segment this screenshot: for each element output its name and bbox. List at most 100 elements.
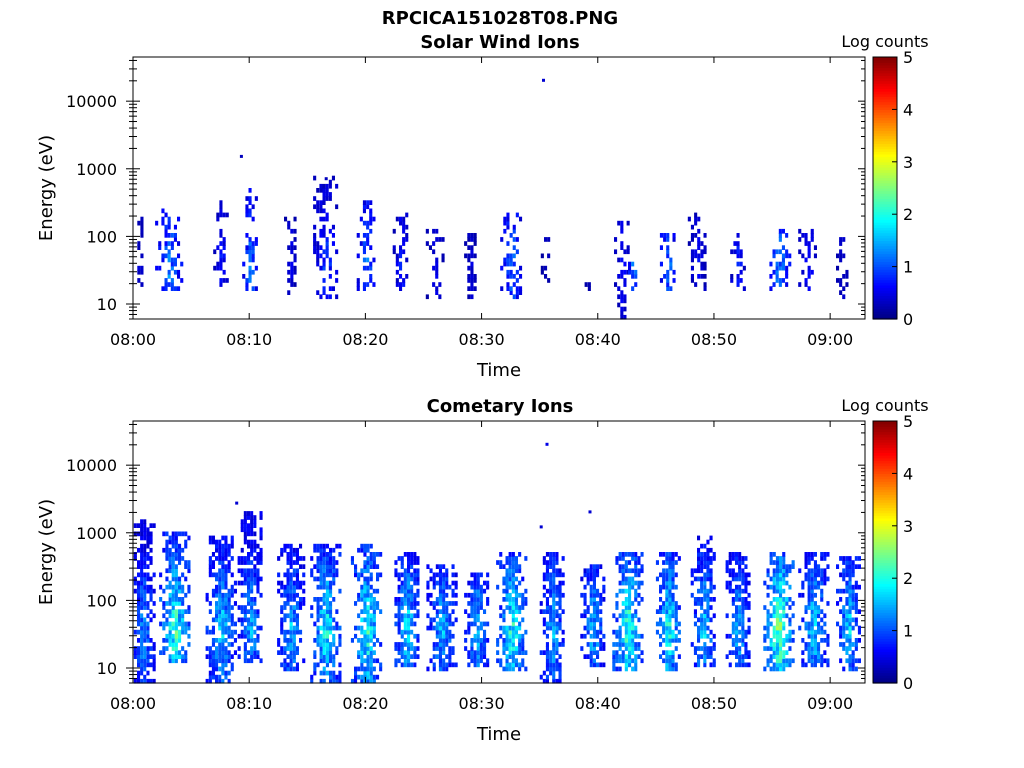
heatmap-cell <box>851 642 855 647</box>
heatmap-cell <box>778 237 782 242</box>
heatmap-cell <box>331 241 335 246</box>
heatmap-cell <box>508 625 512 631</box>
heatmap-cell <box>663 274 667 279</box>
heatmap-cell <box>289 617 293 623</box>
heatmap-cell <box>143 621 147 627</box>
heatmap-cell <box>518 580 522 586</box>
heatmap-cell <box>502 650 506 655</box>
heatmap-cell <box>848 580 852 586</box>
heatmap-cell <box>438 588 442 594</box>
heatmap-cell <box>350 560 354 565</box>
heatmap-cell <box>558 613 562 619</box>
heatmap-cell <box>283 584 287 590</box>
heatmap-cell <box>372 617 376 623</box>
heatmap-cell <box>442 613 446 619</box>
heatmap-cell <box>779 556 783 561</box>
heatmap-cell <box>146 621 150 627</box>
heatmap-cell <box>149 662 153 668</box>
colorbar-swatch <box>873 282 897 286</box>
heatmap-cell <box>552 666 556 672</box>
heatmap-cell <box>804 605 808 610</box>
colorbar-swatch <box>873 604 897 608</box>
heatmap-cell <box>290 269 294 275</box>
heatmap-cell <box>788 564 792 569</box>
heatmap-cell <box>624 666 628 672</box>
heatmap-cell <box>230 642 234 647</box>
heatmap-cell <box>140 646 144 651</box>
colorbar-swatch <box>873 266 897 270</box>
heatmap-cell <box>804 556 808 561</box>
heatmap-cell <box>219 278 223 283</box>
heatmap-cell <box>473 588 477 594</box>
heatmap-cell <box>672 278 676 283</box>
heatmap-cell <box>360 597 364 602</box>
heatmap-cell <box>410 613 414 619</box>
heatmap-cell <box>164 278 168 283</box>
heatmap-cell <box>379 552 383 557</box>
heatmap-cell <box>854 597 858 602</box>
heatmap-cell <box>561 592 565 598</box>
heatmap-cell <box>738 556 742 561</box>
heatmap-cell <box>313 245 317 250</box>
heatmap-cell <box>184 560 188 565</box>
heatmap-cell <box>310 572 314 578</box>
heatmap-cell <box>211 539 215 545</box>
heatmap-cell <box>319 265 323 271</box>
heatmap-cell <box>369 592 373 598</box>
heatmap-cell <box>395 253 399 259</box>
heatmap-cell <box>700 560 704 565</box>
heatmap-cell <box>325 617 329 623</box>
heatmap-cell <box>769 646 773 651</box>
heatmap-cell <box>521 650 525 655</box>
heatmap-cell <box>634 633 638 639</box>
heatmap-cell <box>735 646 739 651</box>
heatmap-cell <box>547 278 551 283</box>
heatmap-cell <box>325 613 329 619</box>
heatmap-cell <box>316 245 320 250</box>
heatmap-cell <box>224 646 228 651</box>
heatmap-cell <box>350 638 354 643</box>
heatmap-cell <box>397 572 401 578</box>
heatmap-cell <box>483 609 487 614</box>
heatmap-cell <box>470 605 474 610</box>
colorbar-swatch <box>873 476 897 480</box>
heatmap-cell <box>140 621 144 627</box>
heatmap-cell <box>277 572 281 578</box>
heatmap-cell <box>700 597 704 602</box>
heatmap-cell <box>542 584 546 590</box>
heatmap-cell <box>143 552 147 557</box>
heatmap-cell <box>549 617 553 623</box>
heatmap-cell <box>302 556 306 561</box>
heatmap-cell <box>781 245 785 250</box>
heatmap-cell <box>511 621 515 627</box>
heatmap-cell <box>211 592 215 598</box>
heatmap-cell <box>451 650 455 655</box>
heatmap-cell <box>620 294 624 300</box>
heatmap-cell <box>250 625 254 631</box>
heatmap-cell <box>665 576 669 582</box>
heatmap-cell <box>354 564 358 569</box>
heatmap-cell <box>322 646 326 651</box>
colorbar-swatch <box>873 444 897 448</box>
heatmap-cell <box>187 609 191 614</box>
heatmap-cell <box>140 625 144 631</box>
colorbar-swatch <box>873 67 897 71</box>
heatmap-cell <box>438 666 442 672</box>
heatmap-cell <box>486 572 490 578</box>
heatmap-cell <box>602 633 606 639</box>
heatmap-cell <box>662 609 666 614</box>
heatmap-cell <box>631 658 635 664</box>
heatmap-cell <box>662 568 666 574</box>
heatmap-cell <box>243 658 247 664</box>
heatmap-cell <box>187 621 191 627</box>
heatmap-cell <box>735 552 739 557</box>
heatmap-cell <box>810 621 814 627</box>
heatmap-cell <box>168 535 172 541</box>
heatmap-cell <box>254 237 258 242</box>
heatmap-cell <box>171 597 175 602</box>
heatmap-cell <box>354 568 358 574</box>
heatmap-cell <box>369 666 373 672</box>
heatmap-cell <box>218 678 222 684</box>
heatmap-cell <box>817 613 821 619</box>
heatmap-cell <box>227 650 231 655</box>
